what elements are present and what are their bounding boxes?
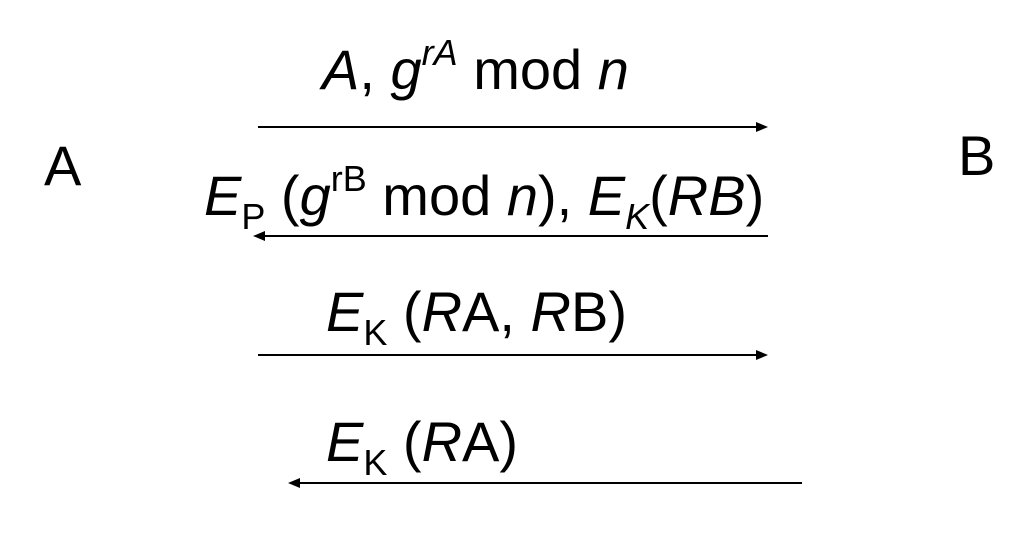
msg2-close2: ) (745, 164, 765, 227)
msg2-exponent: rB (330, 158, 367, 199)
message-4-label: EK (RA) (326, 414, 518, 481)
msg1-mod: mod (457, 38, 598, 101)
msg4-r1: R (421, 410, 463, 473)
msg2-sub2: K (625, 196, 650, 237)
msg4-sub: K (363, 442, 388, 483)
msg1-exponent: rA (421, 32, 458, 73)
msg2-rb: RB (667, 164, 746, 227)
msg2-open1: ( (265, 164, 300, 227)
msg3-open: ( (387, 280, 422, 343)
msg3-e: E (326, 280, 364, 343)
arrow-1-a-to-b (258, 122, 768, 132)
msg2-g: g (299, 164, 331, 227)
msg2-n: n (506, 164, 538, 227)
msg3-a1: A, (462, 280, 531, 343)
party-b-label: B (958, 124, 996, 187)
msg2-mod: mod (366, 164, 507, 227)
msg3-r2: R (530, 280, 571, 343)
msg1-comma: , (359, 38, 391, 101)
msg1-g: g (390, 38, 422, 101)
arrow-4-b-to-a (288, 478, 802, 488)
msg4-a1: A) (462, 410, 519, 473)
msg4-open: ( (387, 410, 422, 473)
party-a-label: A (44, 134, 82, 197)
arrow-3-a-to-b (258, 350, 768, 360)
msg3-b2: B) (570, 280, 627, 343)
msg4-e: E (326, 410, 364, 473)
msg2-e2: E (587, 164, 626, 227)
arrow-2-b-to-a (253, 231, 768, 241)
message-1-label: A, grA mod n (322, 35, 629, 98)
msg2-sub1: P (241, 196, 266, 237)
msg1-a: A (322, 38, 360, 101)
message-3-label: EK (RA, RB) (326, 284, 627, 351)
msg2-open2: ( (649, 164, 668, 227)
msg3-r1: R (421, 280, 463, 343)
msg1-n: n (597, 38, 629, 101)
message-2-label: EP (grB mod n), EK(RB) (204, 161, 764, 235)
msg3-sub: K (363, 312, 388, 353)
msg2-e1: E (204, 164, 242, 227)
msg2-close1: ), (537, 164, 588, 227)
